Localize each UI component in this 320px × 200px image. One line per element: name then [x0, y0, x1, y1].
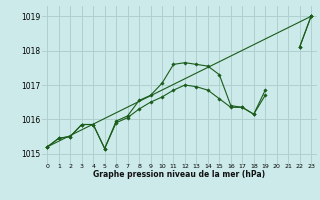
X-axis label: Graphe pression niveau de la mer (hPa): Graphe pression niveau de la mer (hPa) — [93, 170, 265, 179]
